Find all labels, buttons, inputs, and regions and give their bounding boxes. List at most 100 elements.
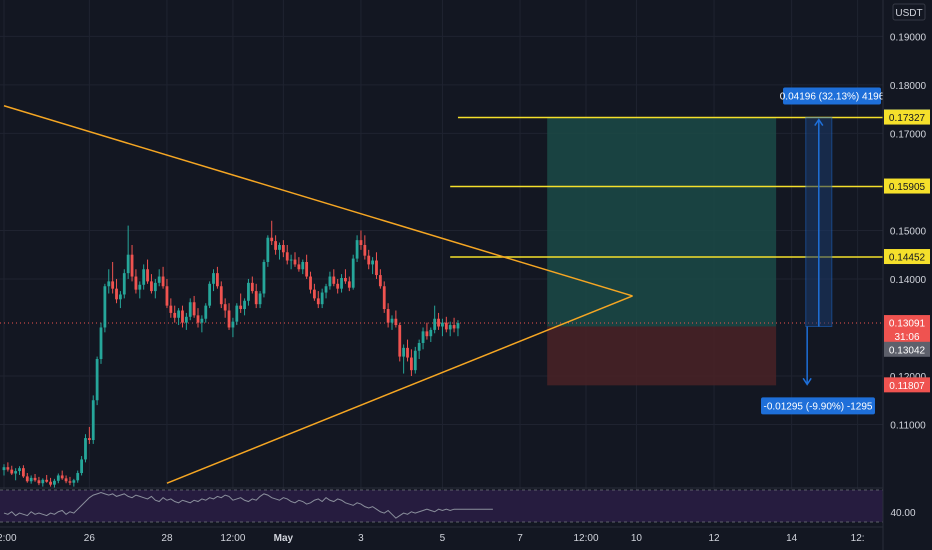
candle (130, 245, 134, 282)
candle (305, 254, 309, 279)
candle (231, 317, 235, 338)
candle-body (363, 245, 367, 256)
price-tick-label: 0.11000 (890, 421, 926, 432)
measure-down-arrowhead (802, 377, 812, 386)
candle-body (293, 259, 297, 265)
candle-body (68, 481, 72, 483)
price-tag-text: 0.15905 (889, 182, 926, 193)
triangle-upper-line[interactable] (3, 105, 633, 297)
candle (355, 235, 359, 262)
candle-body (33, 477, 37, 481)
time-tick-label: 12:00 (0, 533, 17, 544)
candle-body (146, 269, 149, 282)
candle-body (212, 273, 215, 284)
candle (14, 468, 18, 481)
candle-body (14, 471, 18, 474)
candle-body (285, 252, 289, 261)
candle-body (235, 305, 239, 322)
candle (53, 478, 56, 488)
candle (196, 308, 200, 328)
price-tag-bg (884, 109, 930, 125)
candle (219, 281, 223, 309)
candle-body (115, 288, 118, 300)
candle-body (239, 305, 243, 310)
candle (320, 288, 324, 309)
candle (247, 278, 250, 306)
candle (223, 298, 227, 318)
price-tags: 0.173300.173270.159050.144520.1309131:06… (884, 109, 930, 393)
candle-body (60, 475, 64, 479)
candle-body (56, 475, 60, 481)
triangle-lower-line[interactable] (166, 295, 633, 484)
candle-body (425, 331, 429, 337)
candle-body (340, 277, 343, 289)
candle (126, 225, 130, 279)
candle-body (161, 276, 165, 287)
candle (316, 291, 320, 309)
candle (29, 475, 33, 484)
candle (281, 240, 285, 258)
measure-tools[interactable]: 0.04196 (32.13%) 4196 -0.01295 (-9.90%) -… (761, 87, 885, 415)
candle (99, 322, 103, 364)
measure-up-label[interactable]: 0.04196 (32.13%) 4196 (780, 87, 885, 105)
measure-down-label[interactable]: -0.01295 (-9.90%) -1295 (761, 397, 875, 415)
candle-body (421, 331, 425, 343)
candle-body (367, 255, 371, 265)
price-tick-label: 0.17000 (890, 129, 927, 140)
candle (375, 252, 378, 279)
price-axis[interactable]: 0.190000.180000.170000.150000.140000.120… (882, 0, 932, 550)
candle (429, 327, 433, 343)
candle (87, 426, 91, 444)
price-tag: 0.15905 (884, 178, 930, 194)
candle-body (410, 357, 413, 371)
candle (336, 278, 340, 294)
candle-body (429, 329, 433, 337)
candle-body (91, 400, 95, 441)
time-axis[interactable]: 12:00 26 28 12:00 May 3 5 7 12:00 10 12 14 12: (0, 526, 883, 544)
candle-body (243, 300, 246, 310)
candle-body (22, 468, 25, 477)
candle (444, 316, 448, 333)
candle-body (390, 318, 394, 323)
candle (84, 434, 87, 463)
candle (10, 465, 14, 475)
candle (344, 269, 347, 284)
candle (184, 312, 188, 330)
candle-body (402, 347, 406, 357)
candle (289, 254, 293, 270)
candle (119, 291, 122, 309)
candle-body (49, 481, 52, 485)
price-tag-text: 0.17327 (889, 113, 926, 124)
candle-body (138, 284, 142, 290)
price-tag: 0.11807 (884, 377, 930, 393)
candle-body (165, 286, 169, 306)
time-tick-label: 5 (440, 533, 446, 544)
candle-body (448, 325, 452, 330)
candle (367, 249, 371, 270)
price-tick-label: 0.15000 (890, 226, 927, 237)
candle-body (95, 359, 99, 401)
price-tag: 0.13042 (884, 341, 930, 357)
time-tick-label: 12: (851, 533, 865, 544)
candle (250, 276, 254, 294)
candle-body (87, 438, 91, 441)
candle-body (130, 254, 134, 277)
candle-body (398, 325, 402, 357)
candle (2, 464, 6, 476)
candle-body (378, 275, 382, 287)
currency-badge[interactable]: USDT (892, 3, 926, 21)
position-zones (547, 117, 777, 386)
candle-body (344, 277, 347, 282)
measure-up-text: 0.04196 (32.13%) 4196 (780, 92, 885, 103)
price-tick-label: 0.18000 (890, 81, 927, 92)
candle-body (142, 269, 146, 285)
loss-zone (547, 326, 777, 386)
candle (262, 259, 266, 298)
candle (216, 266, 219, 289)
triangle-pattern[interactable] (3, 105, 633, 484)
candle-body (371, 260, 374, 265)
candle-body (177, 310, 180, 318)
candle (157, 269, 161, 287)
candle-body (173, 312, 177, 318)
